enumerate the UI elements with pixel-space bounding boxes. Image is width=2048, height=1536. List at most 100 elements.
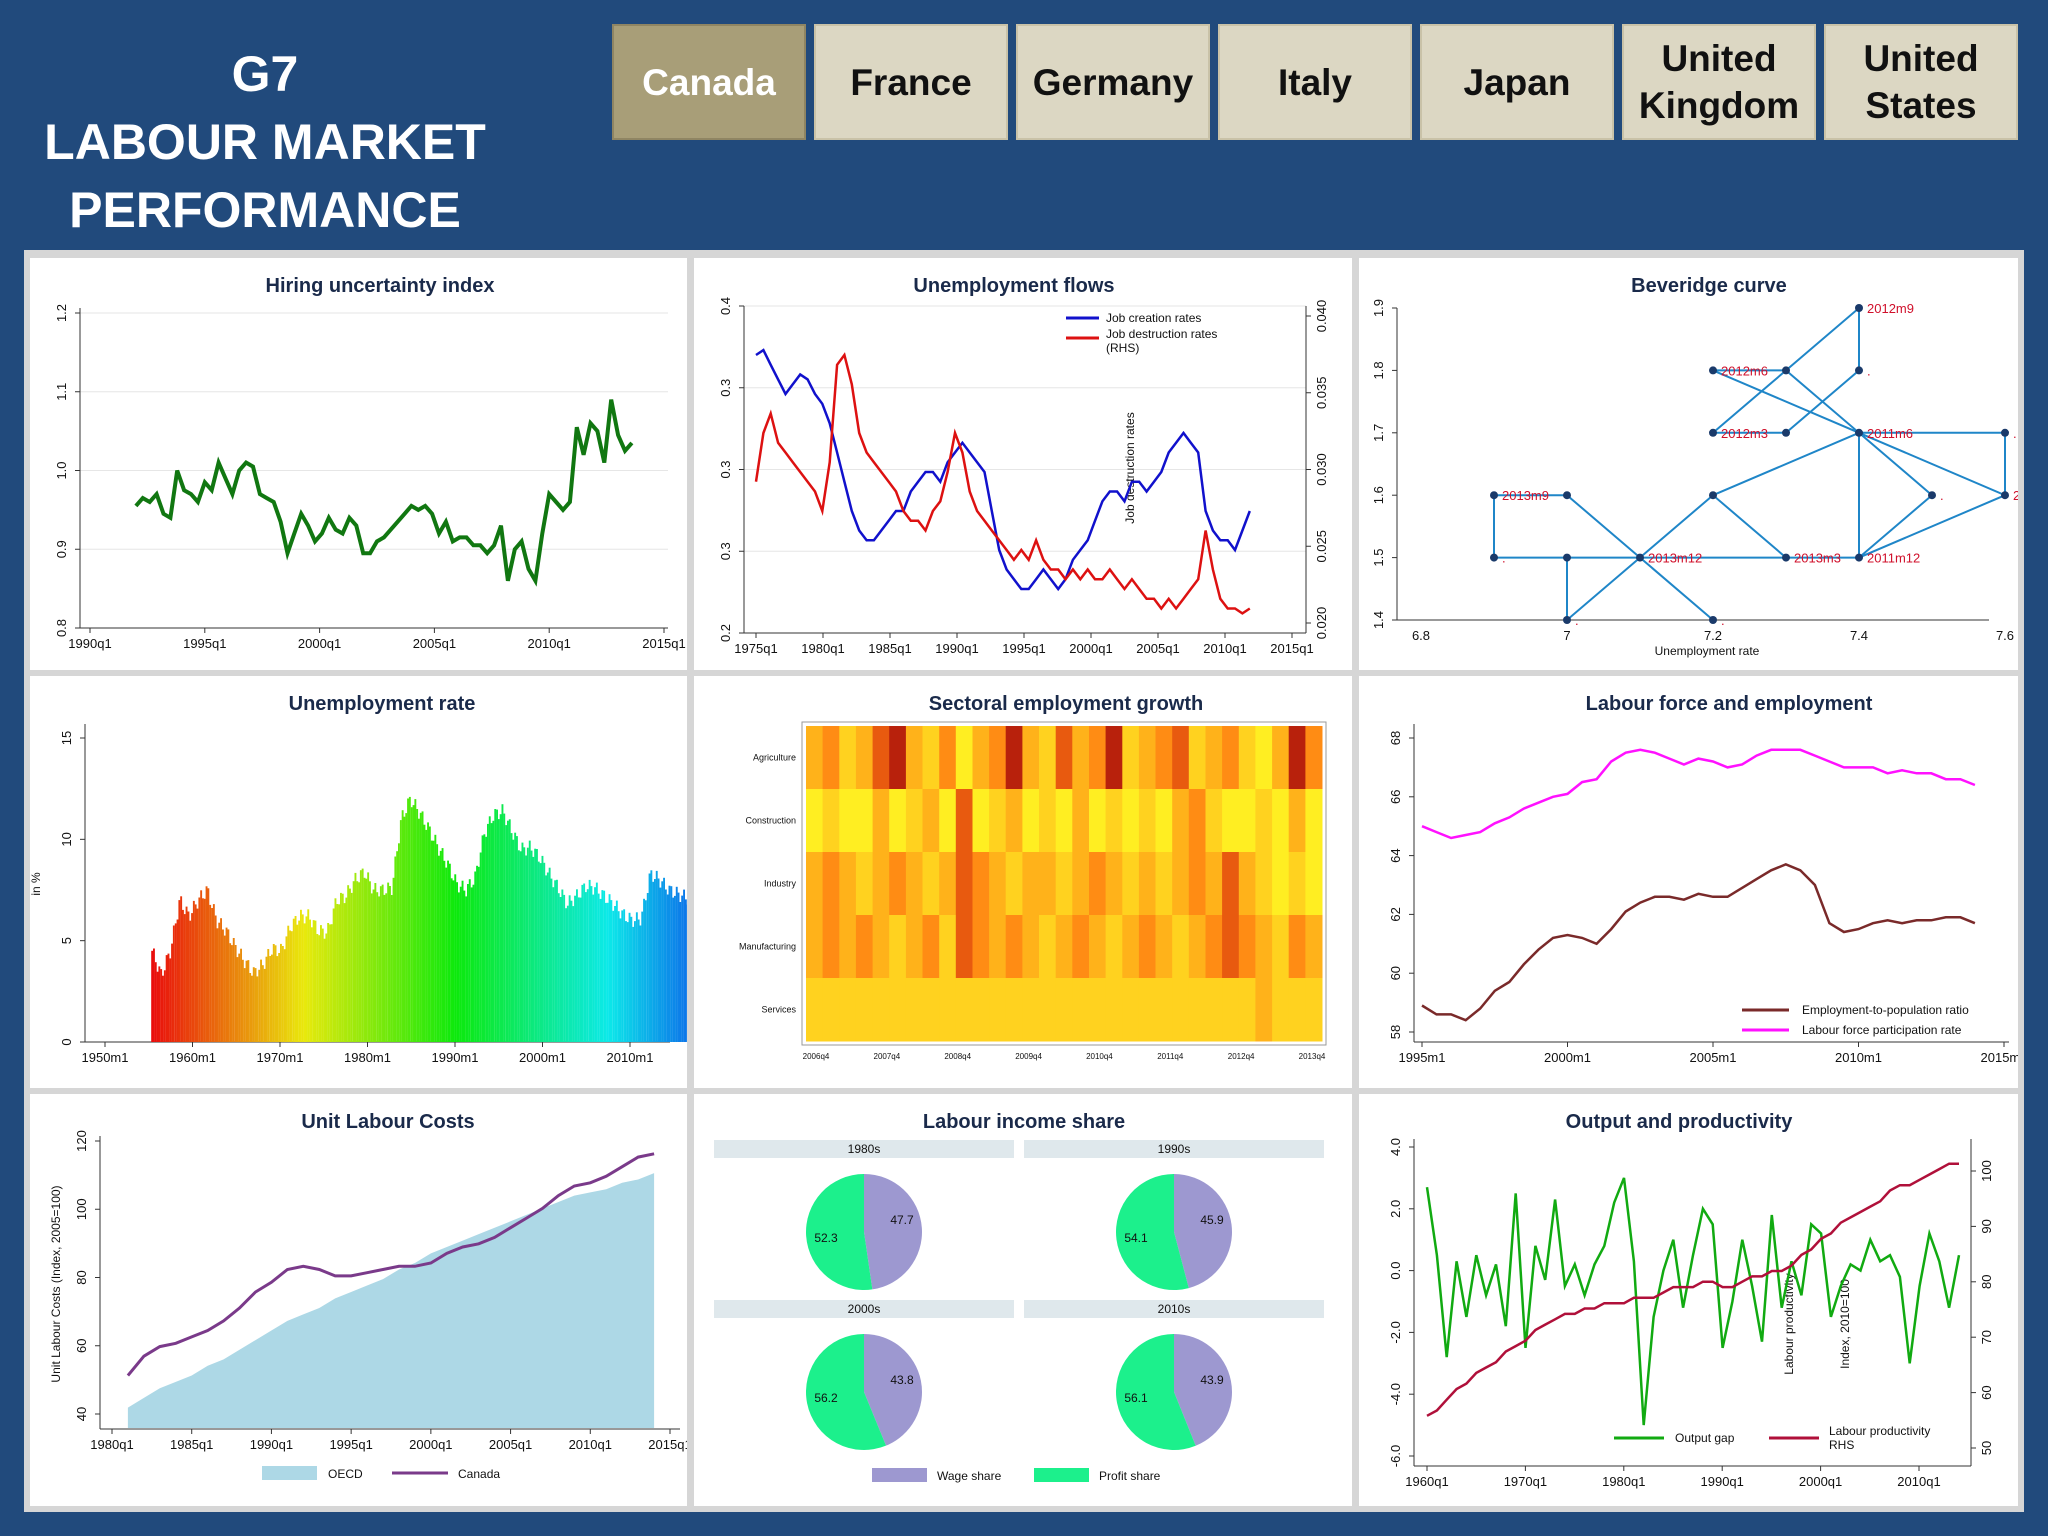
unemployment-bar [447, 860, 449, 1042]
heatmap-cell [1022, 852, 1040, 916]
unemployment-bar [325, 933, 328, 1042]
beveridge-point [1709, 491, 1717, 500]
unemployment-bar [243, 968, 246, 1042]
point-label: 2013m3 [1794, 551, 1841, 566]
heatmap-cell [1172, 978, 1190, 1042]
unemployment-bar [414, 799, 417, 1042]
heatmap-cell [1122, 978, 1140, 1042]
tab-italy[interactable]: Italy [1218, 24, 1412, 140]
y-tick-label: 58 [1388, 1025, 1403, 1039]
unemployment-bar [194, 904, 197, 1042]
unemployment-bar [367, 872, 370, 1042]
legend-swatch [872, 1468, 927, 1482]
unemployment-bar [606, 902, 609, 1042]
heatmap-cell [855, 978, 873, 1042]
x-tick-label: 1995q1 [329, 1437, 372, 1452]
unemployment-bar [340, 892, 342, 1042]
profit-slice [1116, 1174, 1189, 1290]
x-tick-label: 1990q1 [935, 641, 978, 656]
chart-grid: Hiring uncertainty index 0.8 0.9 1.0 1.1 1.2 1… [24, 250, 2024, 1512]
panel-unit-labour-costs: Unit Labour Costs 40 60 80 100 120 Unit Labour… [30, 1094, 687, 1506]
legend-swatch [1034, 1468, 1089, 1482]
tab-canada[interactable]: Canada [612, 24, 806, 140]
heatmap-cell [1105, 852, 1123, 916]
pie-header [714, 1300, 1014, 1318]
x-tick-label: 2010m1 [1835, 1050, 1882, 1065]
unemployment-bar [345, 897, 348, 1042]
unemployment-bar [663, 877, 665, 1042]
unemployment-bar [623, 909, 626, 1042]
beveridge-point [2001, 428, 2009, 437]
unemployment-bar [657, 878, 660, 1042]
unemployment-bar [207, 888, 210, 1042]
unemployment-bar [505, 825, 508, 1042]
unemployment-bar [321, 928, 324, 1042]
tab-united-kingdom[interactable]: United Kingdom [1622, 24, 1816, 140]
profit-value: 56.2 [814, 1391, 838, 1405]
unemployment-bar [434, 834, 437, 1042]
heatmap-cell [1122, 852, 1140, 916]
tab-united-states[interactable]: United States [1824, 24, 2018, 140]
unemployment-bar [554, 880, 557, 1042]
heatmap-cell [872, 852, 890, 916]
heatmap-cell [1155, 726, 1173, 790]
wage-value: 45.9 [1200, 1213, 1224, 1227]
heatmap-cell [939, 852, 957, 916]
unemployment-bar [338, 904, 340, 1042]
unemployment-bar [163, 970, 166, 1042]
heatmap-cell [1272, 726, 1290, 790]
heatmap-cell [972, 789, 990, 853]
tab-france[interactable]: France [814, 24, 1008, 140]
heatmap-cell [922, 726, 940, 790]
panel-beveridge-curve: Beveridge curve 1.4 1.5 1.6 1.7 1.8 1.9 6.8 7 7.2… [1359, 258, 2018, 670]
unemployment-bar [681, 895, 684, 1042]
unemployment-bar [276, 956, 279, 1042]
x-tick-label: 2010m1 [607, 1050, 654, 1065]
beveridge-point [1490, 553, 1498, 562]
point-label: 2012m3 [1721, 426, 1768, 441]
wage-value: 47.7 [890, 1213, 914, 1227]
heatmap-cell [939, 789, 957, 853]
unemployment-bar [497, 819, 500, 1042]
panel-hiring-uncertainty: Hiring uncertainty index 0.8 0.9 1.0 1.1 1.2 1… [30, 258, 687, 670]
unemployment-bar [661, 881, 664, 1042]
heatmap-cell [889, 789, 907, 853]
unemployment-bar [516, 836, 518, 1042]
beveridge-point [1563, 553, 1571, 562]
unemployment-bar [545, 875, 547, 1042]
unemployment-bar [418, 818, 420, 1042]
oecd-area [127, 1173, 655, 1428]
unemployment-bar [236, 957, 239, 1042]
unemployment-bar [223, 935, 226, 1042]
heatmap-cell [839, 726, 857, 790]
heatmap-cell [1305, 852, 1323, 916]
heatmap-cell [1155, 978, 1173, 1042]
heatmap-cell [839, 978, 857, 1042]
heatmap-cell [1072, 726, 1090, 790]
beveridge-point [1782, 366, 1790, 375]
unemployment-bar [247, 960, 250, 1042]
unemployment-bar [389, 886, 391, 1042]
unemployment-bar [187, 911, 190, 1042]
profit-slice [806, 1334, 887, 1450]
x-tick-label: 1990m1 [432, 1050, 479, 1065]
unemployment-bar [485, 836, 488, 1042]
unemployment-bar [628, 912, 631, 1042]
x-tick-label: 2008q4 [944, 1052, 971, 1061]
heatmap-cell [955, 915, 973, 979]
unemployment-bar [454, 874, 457, 1042]
legend-label: Labour force participation rate [1802, 1023, 1962, 1037]
unemployment-bar [365, 878, 368, 1042]
tab-germany[interactable]: Germany [1016, 24, 1210, 140]
legend-label: (RHS) [1106, 341, 1139, 355]
heatmap-cell [822, 726, 840, 790]
unemployment-bar [576, 889, 578, 1042]
unemployment-bar [329, 924, 331, 1042]
y-tick-label: 0.0 [1388, 1262, 1403, 1280]
unemployment-bar [672, 897, 675, 1042]
unemployment-bar [350, 892, 353, 1042]
unemployment-bar [641, 911, 644, 1042]
y-tick-label-right: 0.020 [1314, 607, 1329, 640]
tab-japan[interactable]: Japan [1420, 24, 1614, 140]
x-tick-label: 2000q1 [1069, 641, 1112, 656]
